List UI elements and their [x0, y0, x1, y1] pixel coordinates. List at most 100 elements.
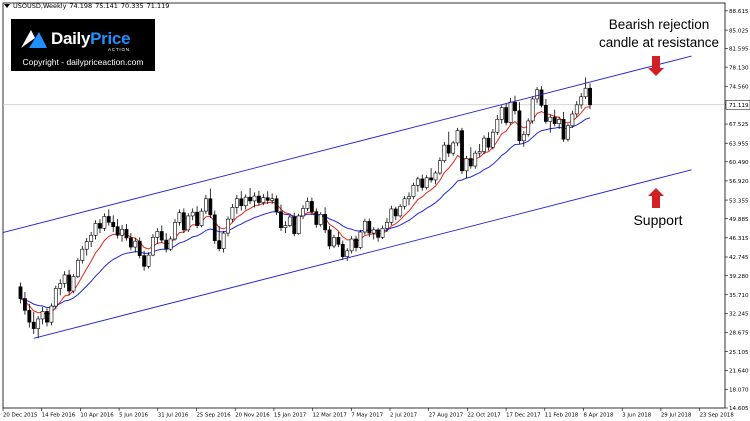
- candle-body: [491, 131, 495, 148]
- candle: [464, 155, 469, 179]
- candle-body: [115, 226, 120, 236]
- candle: [424, 175, 429, 190]
- candle-body: [499, 107, 504, 120]
- candle: [261, 193, 266, 206]
- logo-swoosh-icon: [21, 30, 47, 48]
- candle: [499, 105, 504, 124]
- candle: [420, 174, 425, 191]
- candle: [159, 225, 164, 243]
- candle: [393, 206, 398, 221]
- candle-body: [393, 208, 398, 217]
- candle: [230, 204, 235, 222]
- candle-body: [438, 160, 442, 174]
- candle-body: [292, 216, 297, 234]
- candle: [31, 311, 36, 334]
- candle-body: [323, 214, 328, 231]
- candle: [270, 193, 275, 205]
- candle: [371, 227, 376, 240]
- last-price-tag: [725, 99, 750, 110]
- candle: [93, 220, 98, 240]
- candle-body: [389, 208, 394, 223]
- x-tick-label: 20 Dec 2015: [3, 413, 37, 419]
- candle: [265, 191, 270, 205]
- y-tick-label: 88.615: [729, 9, 749, 15]
- candle-body: [314, 211, 319, 225]
- candle-body: [128, 237, 133, 248]
- candle-body: [164, 239, 169, 250]
- candle-body: [526, 120, 531, 135]
- candle: [151, 234, 155, 257]
- candle: [473, 150, 478, 169]
- candle: [239, 191, 244, 211]
- candle: [128, 233, 133, 251]
- candle: [292, 212, 297, 237]
- candle: [177, 209, 182, 226]
- y-tick-label: 39.280: [729, 274, 749, 280]
- candle: [526, 118, 531, 137]
- candle: [102, 213, 107, 231]
- candle-body: [362, 220, 367, 233]
- candle-body: [477, 151, 482, 154]
- x-tick-label: 8 Apr 2018: [583, 413, 613, 419]
- candle: [358, 229, 363, 250]
- candle-body: [345, 250, 350, 258]
- candle-body: [89, 234, 94, 242]
- candle-body: [588, 87, 592, 106]
- candle-body: [151, 237, 155, 256]
- y-tick-label: 25.105: [729, 350, 749, 356]
- candle: [274, 195, 279, 215]
- candle-body: [482, 137, 486, 152]
- candle-body: [460, 130, 464, 172]
- ohlc-close: 71.119: [146, 2, 170, 10]
- candle: [442, 141, 447, 163]
- candle: [433, 170, 438, 185]
- candle-body: [451, 142, 456, 154]
- candle: [407, 192, 411, 206]
- candle-body: [570, 113, 575, 127]
- x-tick-label: 27 Aug 2017: [429, 413, 464, 419]
- ema-8-line: [20, 106, 591, 316]
- candle-body: [40, 311, 45, 320]
- candle-body: [195, 211, 200, 226]
- y-tick-label: 56.920: [729, 179, 749, 185]
- candle: [80, 245, 85, 264]
- y-tick-label: 78.130: [729, 65, 749, 71]
- candle: [521, 131, 526, 147]
- candle: [204, 194, 208, 214]
- candle-body: [301, 208, 305, 217]
- candle: [98, 219, 102, 234]
- candle-body: [159, 231, 164, 241]
- annotation-rejection-line1: Bearish rejection: [608, 17, 710, 32]
- candle: [217, 226, 222, 252]
- x-tick-label: 14 Feb 2016: [42, 413, 76, 419]
- candle-body: [261, 197, 266, 203]
- candle-body: [124, 229, 129, 239]
- candle: [75, 257, 80, 279]
- candle: [530, 96, 535, 124]
- candle-body: [530, 98, 535, 122]
- candle-body: [226, 218, 230, 234]
- candle-body: [407, 196, 411, 200]
- candle: [67, 269, 71, 296]
- candle: [323, 207, 328, 234]
- candle: [40, 307, 45, 325]
- candle: [27, 303, 32, 328]
- candle-body: [552, 116, 557, 124]
- candle: [195, 206, 200, 229]
- candle: [58, 279, 63, 296]
- candle-body: [455, 130, 460, 144]
- candle-body: [173, 222, 177, 240]
- candle: [362, 218, 367, 235]
- candle-body: [336, 237, 341, 245]
- ohlc-low: 70.335: [120, 2, 144, 10]
- candle: [84, 237, 89, 256]
- candle-body: [75, 260, 80, 277]
- candle-body: [574, 104, 579, 115]
- support-arrow-icon: [648, 188, 664, 208]
- candle: [543, 98, 548, 124]
- candle: [579, 93, 584, 109]
- x-tick-label: 5 Jun 2016: [119, 413, 149, 419]
- candle-body: [31, 321, 36, 329]
- dropdown-triangle-icon[interactable]: [4, 4, 10, 8]
- candle: [583, 77, 588, 99]
